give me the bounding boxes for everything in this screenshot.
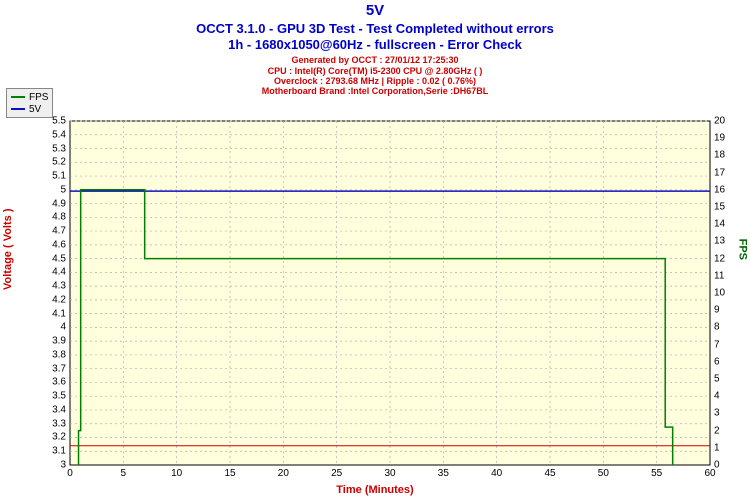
- y-right-tick: 3: [714, 408, 744, 419]
- chart-plot: [0, 0, 750, 500]
- x-tick: 5: [121, 468, 127, 479]
- y-left-tick: 4.7: [36, 226, 66, 237]
- y-right-tick: 20: [714, 116, 744, 127]
- y-right-tick: 15: [714, 202, 744, 213]
- y-right-tick: 5: [714, 374, 744, 385]
- y-left-tick: 4.1: [36, 308, 66, 319]
- y-left-tick: 4: [36, 322, 66, 333]
- y-left-tick: 3: [36, 460, 66, 471]
- y-right-tick: 19: [714, 133, 744, 144]
- y-left-tick: 4.2: [36, 294, 66, 305]
- y-left-tick: 3.9: [36, 336, 66, 347]
- y-right-tick: 4: [714, 391, 744, 402]
- x-tick: 35: [438, 468, 449, 479]
- y-right-tick: 11: [714, 270, 744, 281]
- y-left-tick: 3.8: [36, 349, 66, 360]
- y-right-tick: 13: [714, 236, 744, 247]
- y-left-tick: 3.7: [36, 363, 66, 374]
- y-left-tick: 4.5: [36, 253, 66, 264]
- y-right-tick: 18: [714, 150, 744, 161]
- y-left-tick: 5.1: [36, 171, 66, 182]
- y-left-tick: 4.6: [36, 239, 66, 250]
- x-tick: 60: [704, 468, 715, 479]
- y-right-tick: 0: [714, 460, 744, 471]
- y-left-tick: 4.4: [36, 267, 66, 278]
- x-tick: 40: [491, 468, 502, 479]
- y-right-tick: 9: [714, 305, 744, 316]
- y-right-tick: 8: [714, 322, 744, 333]
- y-right-tick: 1: [714, 442, 744, 453]
- y-right-tick: 6: [714, 356, 744, 367]
- y-right-tick: 7: [714, 339, 744, 350]
- y-left-tick: 5.3: [36, 143, 66, 154]
- y-right-tick: 10: [714, 288, 744, 299]
- x-tick: 55: [651, 468, 662, 479]
- x-tick: 50: [598, 468, 609, 479]
- y-left-tick: 5.2: [36, 157, 66, 168]
- x-tick: 10: [171, 468, 182, 479]
- y-left-tick: 4.3: [36, 281, 66, 292]
- x-tick: 15: [224, 468, 235, 479]
- y-left-tick: 5.5: [36, 116, 66, 127]
- y-right-tick: 2: [714, 425, 744, 436]
- y-left-tick: 3.6: [36, 377, 66, 388]
- y-right-tick: 12: [714, 253, 744, 264]
- y-left-tick: 4.9: [36, 198, 66, 209]
- y-left-tick: 3.5: [36, 391, 66, 402]
- y-left-tick: 3.3: [36, 418, 66, 429]
- x-tick: 45: [544, 468, 555, 479]
- y-left-tick: 3.2: [36, 432, 66, 443]
- y-left-tick: 4.8: [36, 212, 66, 223]
- x-tick: 20: [278, 468, 289, 479]
- y-right-tick: 17: [714, 167, 744, 178]
- y-left-tick: 3.4: [36, 404, 66, 415]
- y-left-tick: 5: [36, 184, 66, 195]
- x-tick: 25: [331, 468, 342, 479]
- y-left-tick: 3.1: [36, 446, 66, 457]
- y-left-tick: 5.4: [36, 129, 66, 140]
- y-right-tick: 16: [714, 184, 744, 195]
- x-tick: 0: [67, 468, 73, 479]
- y-right-tick: 14: [714, 219, 744, 230]
- x-tick: 30: [384, 468, 395, 479]
